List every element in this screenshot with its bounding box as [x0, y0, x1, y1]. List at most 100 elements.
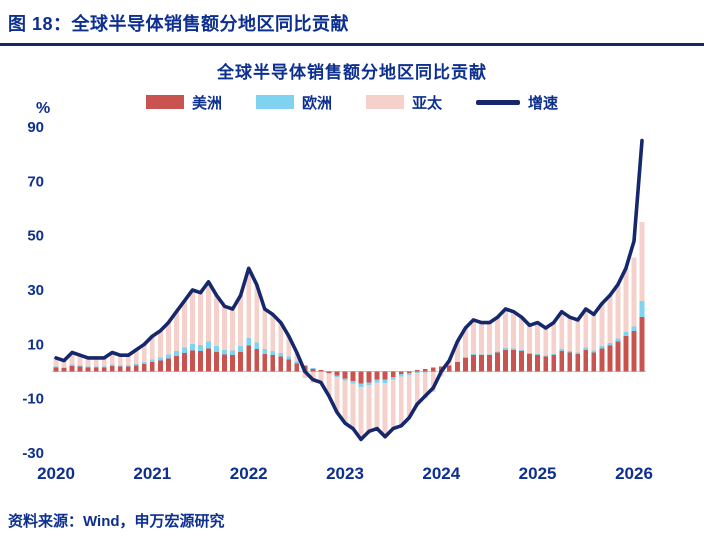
stacked-bar-segment — [157, 360, 163, 372]
stacked-bar-segment — [190, 344, 195, 351]
x-axis-year-label: 2020 — [37, 464, 75, 483]
stacked-bar-segment — [246, 345, 252, 372]
stacked-bar-segment — [149, 359, 155, 362]
stacked-bar-segment — [575, 352, 581, 354]
x-axis-year-label: 2021 — [133, 464, 171, 483]
stacked-bar-segment — [495, 317, 500, 352]
stacked-bar-segment — [109, 366, 115, 372]
stacked-bar-segment — [350, 383, 356, 429]
stacked-bar-segment — [334, 377, 340, 413]
legend-item-增速: 增速 — [476, 92, 558, 113]
stacked-bar-segment — [133, 365, 139, 372]
stacked-bar-segment — [326, 372, 332, 374]
stacked-bar-segment — [471, 319, 476, 355]
stacked-bar-segment — [599, 348, 605, 372]
stacked-bar-segment — [53, 367, 59, 372]
stacked-bar-segment — [190, 350, 195, 372]
stacked-bar-segment — [93, 357, 99, 367]
stacked-bar-segment — [101, 357, 107, 367]
stacked-bar-segment — [631, 330, 637, 372]
stacked-bar-segment — [503, 349, 508, 372]
stacked-bar-segment — [406, 374, 412, 418]
stacked-bar-segment — [462, 328, 468, 358]
stacked-bar-segment — [278, 352, 284, 357]
stacked-bar-segment — [519, 351, 524, 372]
stacked-bar-segment — [551, 355, 557, 372]
stacked-bar-segment — [141, 344, 147, 362]
stacked-bar-segment — [366, 371, 372, 383]
stacked-bar-segment — [93, 367, 99, 372]
stacked-bar-segment — [206, 281, 211, 342]
y-axis-tick-label: -10 — [22, 391, 44, 408]
stacked-bar-segment — [230, 350, 236, 356]
stacked-bar-segment — [487, 355, 492, 372]
stacked-bar-segment — [358, 371, 364, 384]
stacked-bar-segment — [567, 352, 573, 372]
stacked-bar-segment — [527, 353, 533, 372]
stacked-bar-segment — [302, 371, 308, 379]
legend-label: 亚太 — [412, 94, 443, 112]
stacked-bar-segment — [238, 295, 244, 347]
stacked-bar-segment — [422, 368, 428, 372]
stacked-bar-segment — [214, 295, 219, 347]
stacked-bar-segment — [454, 341, 460, 362]
stacked-bar-segment — [358, 383, 364, 387]
stacked-bar-segment — [318, 371, 324, 384]
stacked-bar-segment — [503, 309, 508, 349]
x-axis-year-label: 2023 — [326, 464, 364, 483]
stacked-bar-segment — [567, 351, 573, 353]
stacked-bar-segment — [270, 355, 276, 372]
stacked-bar-segment — [366, 382, 372, 386]
chart-legend: 美洲 欧洲 亚太 增速 — [2, 91, 702, 113]
stacked-bar-segment — [382, 379, 388, 383]
stacked-bar-segment — [310, 368, 316, 369]
stacked-bar-segment — [262, 353, 268, 372]
stacked-bar-segment — [535, 355, 541, 372]
stacked-bar-segment — [182, 347, 187, 354]
stacked-bar-segment — [615, 341, 621, 372]
legend-item-美洲: 美洲 — [145, 92, 222, 113]
stacked-bar-segment — [254, 342, 260, 350]
stacked-bar-segment — [125, 355, 131, 366]
stacked-bar-segment — [575, 353, 581, 372]
chart-title: 全球半导体销售额分地区同比贡献 — [217, 63, 487, 82]
stacked-bar-segment — [198, 345, 203, 352]
stacked-bar-segment — [230, 309, 236, 351]
stacked-bar-segment — [238, 351, 244, 372]
stacked-bar-segment — [53, 366, 59, 368]
stacked-bar-segment — [101, 367, 107, 372]
stacked-bar-segment — [575, 319, 581, 353]
stacked-bar-segment — [398, 376, 404, 426]
stacked-bar-segment — [519, 350, 524, 352]
stacked-bar-segment — [487, 354, 492, 356]
stacked-bar-segment — [93, 366, 99, 368]
stacked-bar-segment — [535, 322, 541, 355]
stacked-bar-segment — [543, 328, 549, 356]
stacked-bar-segment — [591, 352, 597, 372]
stacked-bar-segment — [133, 349, 139, 364]
stacked-bar-segment — [487, 322, 492, 355]
stacked-bar-segment — [262, 348, 268, 354]
stacked-bar-segment — [310, 368, 316, 372]
stacked-bar-segment — [559, 311, 565, 350]
stacked-bar-segment — [165, 358, 171, 372]
legend-color-swatch-icon — [255, 95, 294, 109]
stacked-bar-segment — [511, 349, 516, 372]
stacked-bar-segment — [358, 386, 364, 440]
stacked-bar-segment — [326, 371, 332, 373]
stacked-bar-segment — [278, 356, 284, 372]
stacked-bar-segment — [519, 317, 524, 351]
chart-canvas: 90 70 50 30 10 -10 -30 2020 2021 2022 2023 2024 2025… — [22, 119, 653, 483]
legend-color-swatch-icon — [145, 95, 184, 109]
y-axis-unit-label: % — [36, 100, 51, 117]
stacked-bar-segment — [174, 355, 179, 372]
figure-header-title: 图 18：全球半导体销售额分地区同比贡献 — [8, 14, 350, 34]
stacked-bar-segment — [422, 372, 428, 399]
stacked-bar-segment — [222, 349, 227, 355]
stacked-bar-segment — [53, 357, 59, 367]
x-axis-year-label: 2025 — [519, 464, 557, 483]
stacked-bar-segment — [77, 355, 83, 366]
stacked-bar-segment — [149, 361, 155, 372]
stacked-bar-segment — [479, 322, 484, 355]
